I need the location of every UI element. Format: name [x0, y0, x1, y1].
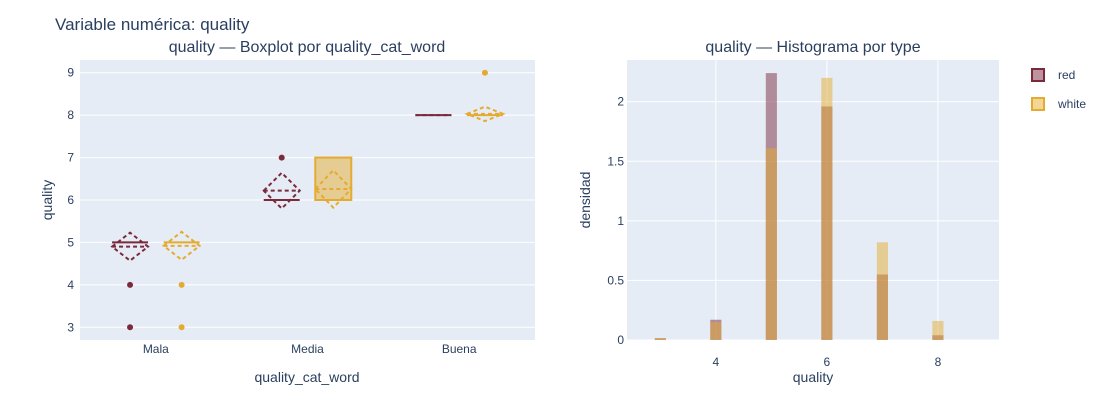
boxplot-y-tick-label: 5: [67, 235, 74, 249]
boxplot-y-tick-label: 9: [67, 66, 74, 80]
boxplot-x-axis-title: quality_cat_word: [254, 369, 359, 385]
boxplot-y-tick-label: 3: [67, 320, 74, 334]
histogram-bar-white: [932, 320, 944, 340]
legend: red white: [1031, 68, 1086, 111]
legend-label: red: [1058, 68, 1075, 82]
legend-swatch: [1031, 97, 1045, 111]
histogram-x-axis-title: quality: [793, 369, 833, 385]
box-iqr: [314, 156, 353, 202]
histogram-y-tick-label: 1.5: [607, 154, 624, 168]
boxplot-x-tick-label: Mala: [143, 342, 169, 356]
histogram-bar-white: [710, 322, 722, 340]
histogram-y-tick-label: 0: [617, 333, 624, 347]
histogram-bar-white: [765, 148, 777, 340]
box-white-buena: [464, 69, 506, 123]
histogram-bar-white: [654, 338, 666, 340]
histogram-y-tick-label: 2: [617, 95, 624, 109]
histogram-bar-white: [821, 77, 833, 340]
box-outlier: [278, 154, 285, 161]
histogram-y-tick-label: 0.5: [607, 273, 624, 287]
boxplot-y-tick-label: 8: [67, 108, 74, 122]
histogram-x-tick-label: 6: [824, 355, 831, 369]
histogram-panel: 0 0.5 1 1.5 2 4 6 8 quality — Histograma por ty…: [577, 39, 999, 385]
box-red-media: [262, 154, 302, 210]
box-outlier: [178, 324, 185, 331]
histogram-bar-white: [876, 242, 888, 340]
box-outlier: [481, 69, 488, 76]
boxplot-y-axis-title: quality: [39, 180, 55, 220]
legend-item-red[interactable]: red: [1031, 68, 1075, 82]
histogram-title: quality — Histograma por type: [705, 39, 920, 56]
histogram-plot-area: [627, 60, 999, 340]
histogram-y-axis-title: densidad: [577, 172, 593, 229]
histogram-x-tick-label: 4: [712, 355, 719, 369]
box-sd-diamond: [161, 230, 202, 262]
legend-item-white[interactable]: white: [1031, 97, 1086, 111]
histogram-x-tick-label: 8: [935, 355, 942, 369]
histogram-y-tick-label: 1: [617, 214, 624, 228]
box-white-mala: [161, 230, 202, 331]
boxplot-y-tick-label: 7: [67, 151, 74, 165]
box-outlier: [178, 281, 185, 288]
boxplot-x-tick-label: Media: [291, 342, 324, 356]
boxplot-x-tick-label: Buena: [442, 342, 477, 356]
boxplot-y-tick-label: 6: [67, 193, 74, 207]
legend-label: white: [1057, 97, 1086, 111]
box-sd-diamond: [262, 171, 302, 210]
boxplot-panel: 3 4 5 6 7 8 9 Mala Media Buena quality — Boxplot …: [39, 39, 535, 385]
legend-swatch: [1031, 68, 1045, 82]
boxplot-title: quality — Boxplot por quality_cat_word: [169, 39, 446, 56]
box-outlier: [127, 281, 134, 288]
box-white-media: [313, 156, 353, 210]
boxplot-y-tick-label: 4: [67, 278, 74, 292]
page-title: Variable numérica: quality: [55, 15, 250, 34]
box-red-mala: [110, 231, 150, 331]
box-outlier: [127, 324, 134, 331]
